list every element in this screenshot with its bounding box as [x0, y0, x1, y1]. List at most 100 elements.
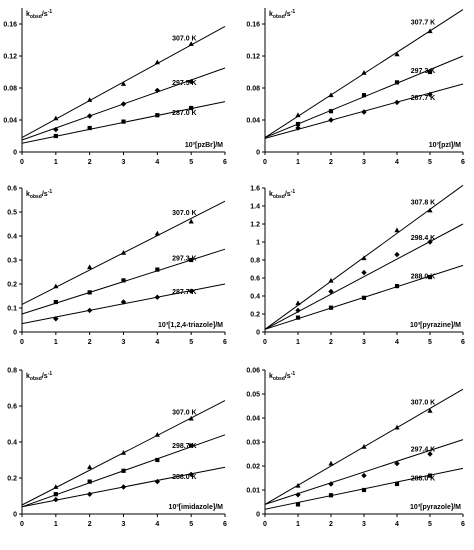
x-tick-label: 0	[20, 339, 24, 346]
data-point	[188, 415, 194, 421]
data-point	[394, 99, 400, 106]
y-tick-label: 0.04	[246, 118, 260, 125]
x-tick-label: 4	[395, 339, 399, 346]
series-temperature-label: 287.7 K	[411, 95, 436, 102]
y-tick-label: 0.03	[246, 440, 260, 447]
data-point	[328, 117, 334, 123]
y-tick-label: 1.6	[250, 186, 260, 193]
data-point	[53, 133, 58, 139]
y-tick-label: 0.1	[7, 306, 17, 313]
y-axis-label-unit: /s	[285, 11, 291, 18]
data-point	[427, 275, 433, 280]
y-tick-label: 0.6	[7, 186, 17, 193]
series-3: 288.0 K	[264, 264, 464, 330]
y-axis-label-base: k	[269, 11, 273, 18]
y-axis-label-unit: /s	[285, 373, 291, 380]
data-point	[188, 41, 194, 46]
y-tick-label: 0.6	[7, 404, 17, 411]
x-tick-label: 4	[155, 339, 159, 346]
y-axis-label-unit: /s	[42, 191, 48, 198]
x-axis-label: 10³[pzBr]/M	[185, 142, 223, 149]
data-point	[328, 288, 334, 295]
y-axis-label-exp: -1	[48, 189, 53, 195]
data-point	[120, 81, 127, 86]
x-axis-label: 10³[pyrazole]/M	[410, 504, 461, 511]
y-tick-label: 0.01	[246, 488, 260, 495]
y-tick-label: 0.04	[3, 118, 17, 125]
y-tick-label: 0.8	[250, 258, 260, 265]
series-temperature-label: 288.0 K	[411, 476, 436, 483]
y-axis-label: kobsd/s-1	[269, 189, 295, 200]
data-point	[427, 451, 433, 457]
x-tick-label: 1	[54, 339, 58, 346]
y-tick-label: 0.04	[246, 416, 260, 423]
series-temperature-label: 307.0 K	[411, 400, 436, 407]
y-axis-label-sub: obsd	[30, 376, 42, 382]
data-point	[154, 59, 160, 65]
x-axis-label: 10³[imidazole]/M	[169, 504, 224, 511]
data-point	[295, 125, 301, 131]
x-tick-label: 4	[155, 159, 159, 166]
series-temperature-label: 307.0 K	[172, 35, 197, 42]
data-point	[121, 119, 126, 124]
x-tick-label: 0	[20, 521, 24, 528]
x-tick-label: 2	[329, 339, 333, 346]
data-point	[87, 290, 92, 295]
x-tick-label: 0	[20, 159, 24, 166]
data-point	[154, 294, 161, 300]
data-point	[53, 299, 58, 305]
y-tick-label: 0.8	[7, 368, 17, 375]
series-temperature-label: 297.3 K	[172, 255, 197, 262]
x-tick-label: 1	[54, 159, 58, 166]
data-point	[87, 125, 92, 131]
y-axis-label-sub: obsd	[273, 194, 285, 200]
x-tick-label: 6	[223, 521, 227, 528]
y-tick-label: 0.3	[7, 258, 17, 265]
x-tick-label: 6	[223, 339, 227, 346]
y-tick-label: 1	[256, 240, 260, 247]
x-tick-label: 0	[263, 521, 267, 528]
data-point	[53, 484, 59, 489]
data-point	[189, 443, 194, 448]
x-tick-label: 2	[88, 339, 92, 346]
data-point	[394, 460, 400, 467]
series-1: 307.0 K	[21, 400, 226, 506]
chart-panel-1: 0 1 2 3 4 5 6 0 0.04 0.08 0.12 0.16 kobsd/s-1 10³[pzB…	[3, 8, 227, 166]
y-axis-label-base: k	[269, 191, 273, 198]
data-point	[295, 112, 301, 118]
y-axis-label-unit: /s	[42, 373, 48, 380]
y-tick-label: 0.12	[3, 54, 17, 61]
data-point	[361, 487, 367, 493]
x-tick-label: 2	[329, 521, 333, 528]
x-tick-label: 6	[223, 159, 227, 166]
data-point	[361, 444, 367, 449]
y-axis-label-unit: /s	[285, 191, 291, 198]
x-tick-label: 2	[329, 159, 333, 166]
data-point	[155, 267, 160, 272]
y-tick-label: 0	[13, 330, 17, 337]
x-tick-label: 0	[263, 339, 267, 346]
y-axis-label-sub: obsd	[273, 14, 285, 20]
series-temperature-label: 307.0 K	[172, 210, 197, 217]
chart-panel-2: 0 1 2 3 4 5 6 0 0.04 0.08 0.12 0.16 kobsd/s-1 10³[pzI…	[246, 8, 465, 166]
x-tick-label: 2	[88, 521, 92, 528]
x-tick-label: 4	[395, 521, 399, 528]
data-point	[295, 300, 301, 306]
data-point	[427, 28, 433, 34]
data-point	[361, 295, 367, 300]
data-point	[361, 109, 367, 115]
x-tick-label: 4	[155, 521, 159, 528]
data-point	[120, 299, 127, 305]
data-point	[189, 105, 194, 111]
data-point	[328, 92, 334, 98]
data-point	[188, 78, 194, 85]
x-tick-label: 5	[189, 339, 193, 346]
series-2: 297.4 K	[264, 439, 464, 505]
y-tick-label: 0	[256, 512, 260, 519]
data-point	[155, 113, 160, 118]
data-point	[53, 283, 59, 289]
y-tick-label: 0.2	[7, 282, 17, 289]
data-point	[188, 288, 194, 294]
data-point	[188, 471, 194, 478]
y-axis-label-exp: -1	[291, 189, 296, 195]
